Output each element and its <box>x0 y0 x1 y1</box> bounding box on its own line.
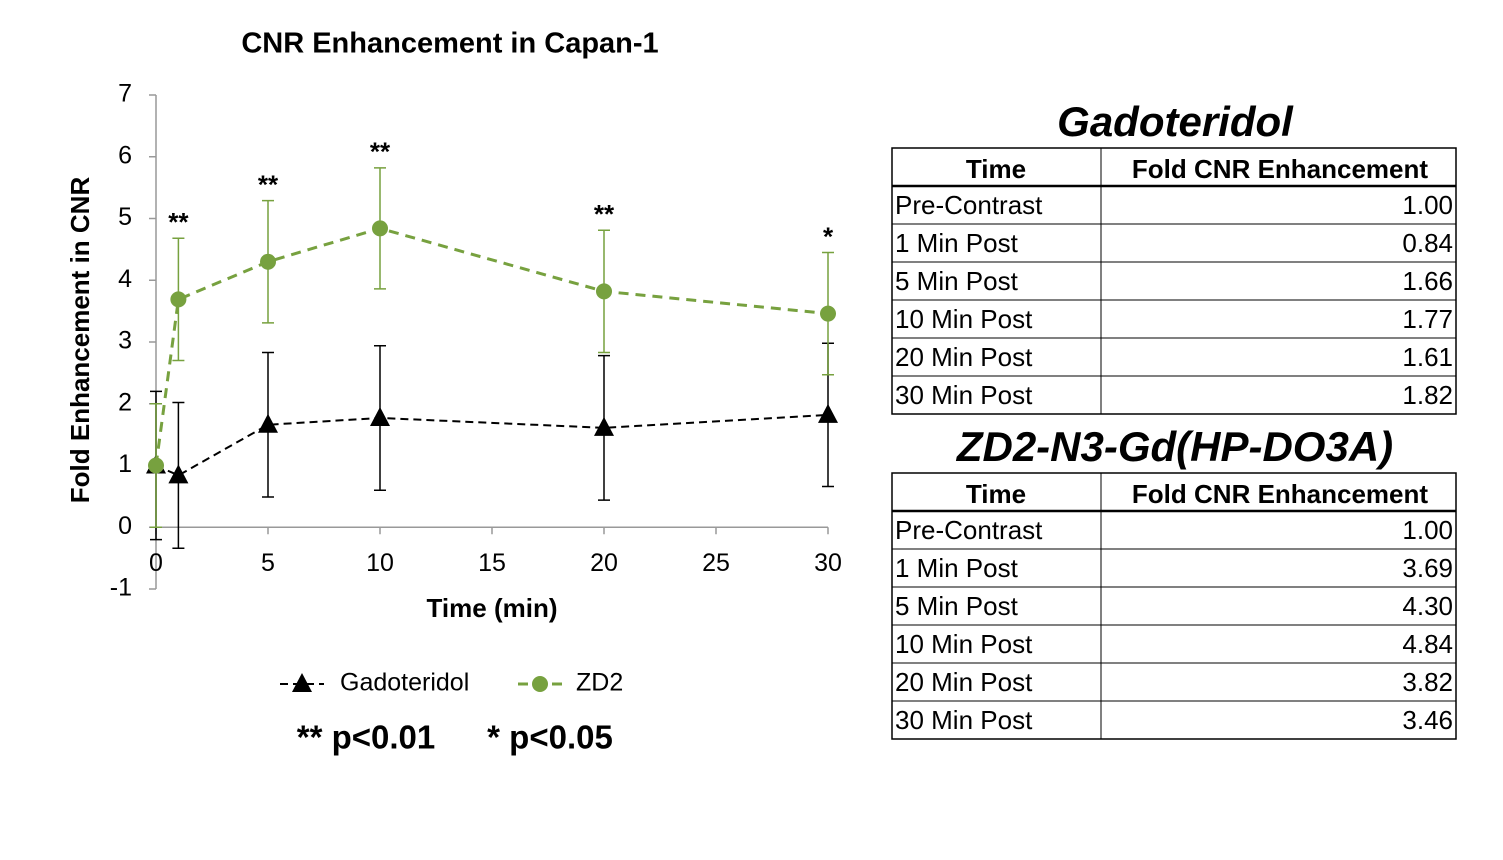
y-tick-label: 6 <box>118 141 132 169</box>
y-tick-label: 4 <box>118 265 132 293</box>
legend-marker <box>292 673 312 692</box>
series-line <box>154 226 829 466</box>
footnote: ** p<0.01 <box>297 719 436 756</box>
table-cell: 0.84 <box>1402 228 1453 258</box>
table-cell: 3.46 <box>1402 705 1453 735</box>
table-border <box>891 147 1457 415</box>
x-axis-label: Time (min) <box>427 593 558 623</box>
x-tick-label: 5 <box>261 549 275 577</box>
legend-marker <box>532 676 548 692</box>
table-cell: 20 Min Post <box>895 342 1033 372</box>
data-point <box>370 406 390 426</box>
data-point <box>258 413 278 433</box>
table-title: Gadoteridol <box>1057 98 1294 145</box>
data-point <box>818 403 838 423</box>
data-point <box>594 416 614 436</box>
significance-label: ** <box>168 207 189 237</box>
table-cell: 4.84 <box>1402 629 1453 659</box>
table-cell: 1.82 <box>1402 380 1453 410</box>
y-tick-label: 0 <box>118 512 132 540</box>
series-line <box>155 413 829 477</box>
y-axis-label: Fold Enhancement in CNR <box>65 177 95 504</box>
y-tick-label: 5 <box>118 203 132 231</box>
table-cell: 1 Min Post <box>895 553 1019 583</box>
data-point <box>170 291 187 308</box>
data-point <box>372 220 388 237</box>
chart-title: CNR Enhancement in Capan-1 <box>241 28 658 60</box>
table-cell: 4.30 <box>1402 591 1453 621</box>
significance-label: ** <box>370 137 391 167</box>
x-tick-label: 10 <box>366 549 394 577</box>
table-header: Time <box>966 479 1026 509</box>
table-title: ZD2-N3-Gd(HP-DO3A) <box>956 423 1393 470</box>
table-cell: 1 Min Post <box>895 228 1019 258</box>
y-tick-label: 7 <box>118 80 132 108</box>
legend-label: Gadoteridol <box>340 669 469 697</box>
data-point <box>596 283 612 300</box>
table-header: Fold CNR Enhancement <box>1132 154 1428 184</box>
table-cell: Pre-Contrast <box>895 515 1043 545</box>
significance-label: * <box>823 221 834 251</box>
table-header: Fold CNR Enhancement <box>1132 479 1428 509</box>
table-cell: 1.00 <box>1402 515 1453 545</box>
table-cell: 1.61 <box>1402 342 1453 372</box>
data-point <box>148 457 164 474</box>
legend-label: ZD2 <box>576 669 623 697</box>
x-tick-label: 20 <box>590 549 618 577</box>
x-tick-label: 0 <box>149 549 163 577</box>
y-tick-label: 3 <box>118 327 132 355</box>
significance-label: ** <box>594 199 615 229</box>
table-cell: 30 Min Post <box>895 705 1033 735</box>
table-cell: 5 Min Post <box>895 266 1019 296</box>
table-cell: 1.66 <box>1402 266 1453 296</box>
table-border <box>891 472 1457 740</box>
table-header: Time <box>966 154 1026 184</box>
table-cell: 1.77 <box>1402 304 1453 334</box>
table-cell: Pre-Contrast <box>895 190 1043 220</box>
table-cell: 1.00 <box>1402 190 1453 220</box>
table-cell: 5 Min Post <box>895 591 1019 621</box>
x-tick-label: 25 <box>702 549 730 577</box>
x-tick-label: 30 <box>814 549 842 577</box>
y-tick-label: 2 <box>118 388 132 416</box>
data-point <box>168 464 189 484</box>
data-point <box>260 253 276 270</box>
y-tick-label: -1 <box>110 574 132 602</box>
significance-label: ** <box>258 169 279 199</box>
table-cell: 20 Min Post <box>895 667 1033 697</box>
table-cell: 3.82 <box>1402 667 1453 697</box>
y-tick-label: 1 <box>118 450 132 478</box>
footnote: * p<0.05 <box>487 719 613 756</box>
table-cell: 3.69 <box>1402 553 1453 583</box>
data-point <box>820 305 836 322</box>
table-cell: 30 Min Post <box>895 380 1033 410</box>
table-cell: 10 Min Post <box>895 304 1033 334</box>
x-tick-label: 15 <box>478 549 506 577</box>
table-cell: 10 Min Post <box>895 629 1033 659</box>
